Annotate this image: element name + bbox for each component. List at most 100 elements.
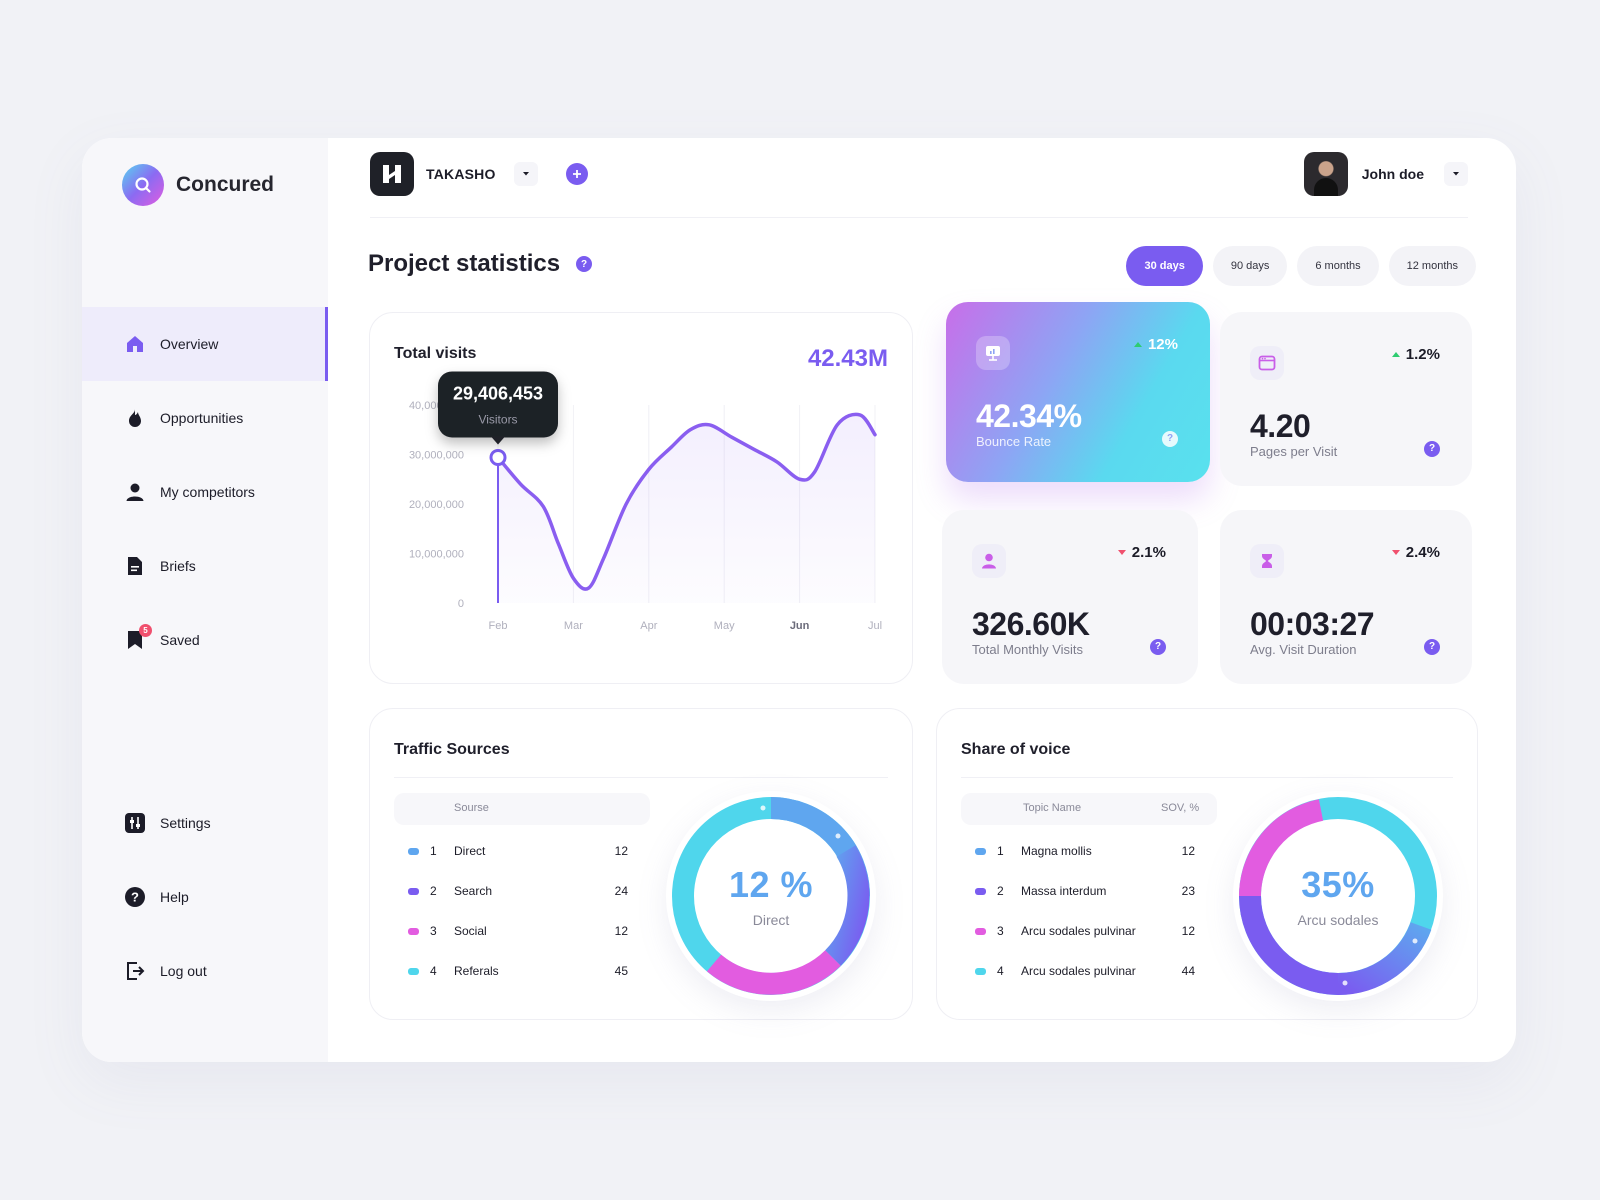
donut-value: 12 % bbox=[728, 864, 814, 905]
table-row[interactable]: 4 Arcu sodales pulvinar 44 bbox=[961, 953, 1201, 993]
sidebar-item-help[interactable]: ? Help bbox=[82, 860, 328, 934]
presentation-icon bbox=[976, 336, 1010, 370]
help-icon[interactable]: ? bbox=[576, 256, 593, 272]
row-number: 3 bbox=[997, 924, 1004, 938]
column-header-topic: Topic Name bbox=[1023, 802, 1082, 814]
project-dropdown-button[interactable] bbox=[513, 162, 538, 186]
table-row[interactable]: 4 Referals 45 bbox=[394, 953, 634, 993]
monthly-visits-card[interactable]: 2.1% 326.60K Total Monthly Visits ? bbox=[942, 510, 1198, 684]
bounce-rate-card[interactable]: 12% 42.34% Bounce Rate ? bbox=[946, 302, 1210, 482]
row-number: 2 bbox=[430, 884, 437, 898]
add-project-button[interactable] bbox=[565, 163, 588, 185]
monthly-visits-change: 2.1% bbox=[1117, 544, 1166, 561]
color-swatch bbox=[408, 968, 419, 975]
row-value: 45 bbox=[614, 964, 628, 978]
traffic-sources-card: Traffic Sources Sourse 1 Direct 12 2 Sea… bbox=[369, 708, 913, 1020]
period-6-months[interactable]: 6 months bbox=[1297, 246, 1379, 286]
row-number: 2 bbox=[997, 884, 1004, 898]
table-row[interactable]: 2 Massa interdum 23 bbox=[961, 873, 1201, 913]
row-name: Search bbox=[454, 884, 493, 898]
sidebar-item-overview[interactable]: Overview bbox=[82, 307, 328, 381]
change-value: 2.4% bbox=[1405, 544, 1440, 561]
donut-segment-topic-1 bbox=[1337, 921, 1432, 996]
project-logo-icon bbox=[370, 152, 414, 196]
row-name: Referals bbox=[454, 964, 499, 978]
page-title: Project statistics ? bbox=[368, 250, 593, 278]
table-row[interactable]: 3 Social 12 bbox=[394, 913, 634, 953]
share-donut-chart[interactable]: 35% Arcu sodales bbox=[1233, 791, 1443, 1001]
pages-per-visit-value: 4.20 bbox=[1250, 408, 1311, 444]
row-value: 24 bbox=[614, 884, 628, 898]
pages-per-visit-card[interactable]: 1.2% 4.20 Pages per Visit ? bbox=[1220, 312, 1472, 486]
chevron-down-icon bbox=[1453, 172, 1459, 176]
stat-help[interactable]: ? bbox=[1424, 636, 1440, 655]
y-tick-label: 10,000,000 bbox=[409, 549, 464, 561]
user-menu[interactable]: John doe bbox=[1303, 152, 1468, 196]
avatar[interactable] bbox=[1303, 152, 1348, 196]
chart-area bbox=[498, 414, 875, 603]
sidebar-item-settings[interactable]: Settings bbox=[82, 786, 328, 860]
help-icon[interactable]: ? bbox=[1150, 638, 1166, 655]
row-value: 12 bbox=[614, 924, 628, 938]
trend-down-icon bbox=[1391, 550, 1400, 555]
color-swatch bbox=[975, 968, 986, 975]
row-value: 23 bbox=[1181, 884, 1195, 898]
table-row[interactable]: 1 Magna mollis 12 bbox=[961, 833, 1201, 873]
period-12-months[interactable]: 12 months bbox=[1388, 246, 1476, 286]
monthly-visits-label: Total Monthly Visits bbox=[972, 642, 1084, 657]
table-row[interactable]: 2 Search 24 bbox=[394, 873, 634, 913]
trend-down-icon bbox=[1117, 550, 1126, 555]
bounce-rate-change: 12% bbox=[1133, 336, 1178, 353]
sidebar-item-label: Opportunities bbox=[160, 410, 244, 426]
sidebar-item-label: Settings bbox=[160, 815, 211, 831]
row-number: 1 bbox=[997, 844, 1004, 858]
period-90-days[interactable]: 90 days bbox=[1212, 246, 1288, 286]
highlight-point bbox=[489, 448, 507, 466]
y-tick-label: 30,000,000 bbox=[409, 450, 464, 462]
donut-dot bbox=[835, 833, 841, 839]
help-icon[interactable]: ? bbox=[1424, 638, 1440, 655]
stat-help[interactable]: ? bbox=[1424, 438, 1440, 457]
logout-icon bbox=[124, 960, 146, 982]
plus-icon bbox=[572, 170, 581, 178]
sidebar-item-saved[interactable]: 5 Saved bbox=[82, 603, 328, 677]
row-name: Social bbox=[454, 924, 487, 938]
sidebar-item-opportunities[interactable]: Opportunities bbox=[82, 381, 328, 455]
stat-help[interactable]: ? bbox=[1150, 636, 1166, 655]
row-value: 12 bbox=[1181, 924, 1195, 938]
visit-duration-change: 2.4% bbox=[1391, 544, 1440, 561]
stat-help[interactable]: ? bbox=[1162, 428, 1178, 447]
visit-duration-card[interactable]: 2.4% 00:03:27 Avg. Visit Duration ? bbox=[1220, 510, 1472, 684]
visits-line-chart[interactable]: 40,000,00030,000,00020,000,00010,000,000… bbox=[370, 313, 914, 685]
traffic-donut-chart[interactable]: 12 % Direct bbox=[666, 791, 876, 1001]
chevron-down-icon bbox=[522, 172, 529, 176]
help-icon[interactable]: ? bbox=[1162, 430, 1178, 447]
user-dropdown-button[interactable] bbox=[1444, 162, 1468, 186]
sidebar-item-label: My competitors bbox=[160, 484, 255, 500]
divider bbox=[961, 777, 1453, 778]
bounce-rate-label: Bounce Rate bbox=[976, 434, 1052, 449]
sidebar-item-label: Briefs bbox=[160, 558, 196, 574]
period-30-days[interactable]: 30 days bbox=[1126, 246, 1203, 286]
sidebar-item-competitors[interactable]: My competitors bbox=[82, 455, 328, 529]
help-icon[interactable]: ? bbox=[1424, 440, 1440, 457]
sidebar-item-briefs[interactable]: Briefs bbox=[82, 529, 328, 603]
user-icon bbox=[124, 481, 146, 503]
color-swatch bbox=[975, 848, 986, 855]
table-row[interactable]: 3 Arcu sodales pulvinar 12 bbox=[961, 913, 1201, 953]
sidebar-item-logout[interactable]: Log out bbox=[82, 934, 328, 1008]
column-header-sov: SOV, % bbox=[1161, 802, 1200, 814]
x-tick-label: Mar bbox=[564, 620, 583, 632]
x-tick-label: May bbox=[714, 620, 735, 632]
sidebar-item-label: Help bbox=[160, 889, 189, 905]
user-name: John doe bbox=[1361, 166, 1424, 182]
sidebar-item-label: Log out bbox=[160, 963, 207, 979]
table-row[interactable]: 1 Direct 12 bbox=[394, 833, 634, 873]
app-logo[interactable]: Concured bbox=[122, 164, 274, 206]
donut-segment-social bbox=[706, 949, 841, 995]
trend-up-icon bbox=[1391, 352, 1400, 357]
donut-center: 12 % Direct bbox=[666, 791, 876, 1001]
change-value: 1.2% bbox=[1405, 346, 1440, 363]
pages-per-visit-change: 1.2% bbox=[1391, 346, 1440, 363]
trend-up-icon bbox=[1133, 342, 1142, 347]
